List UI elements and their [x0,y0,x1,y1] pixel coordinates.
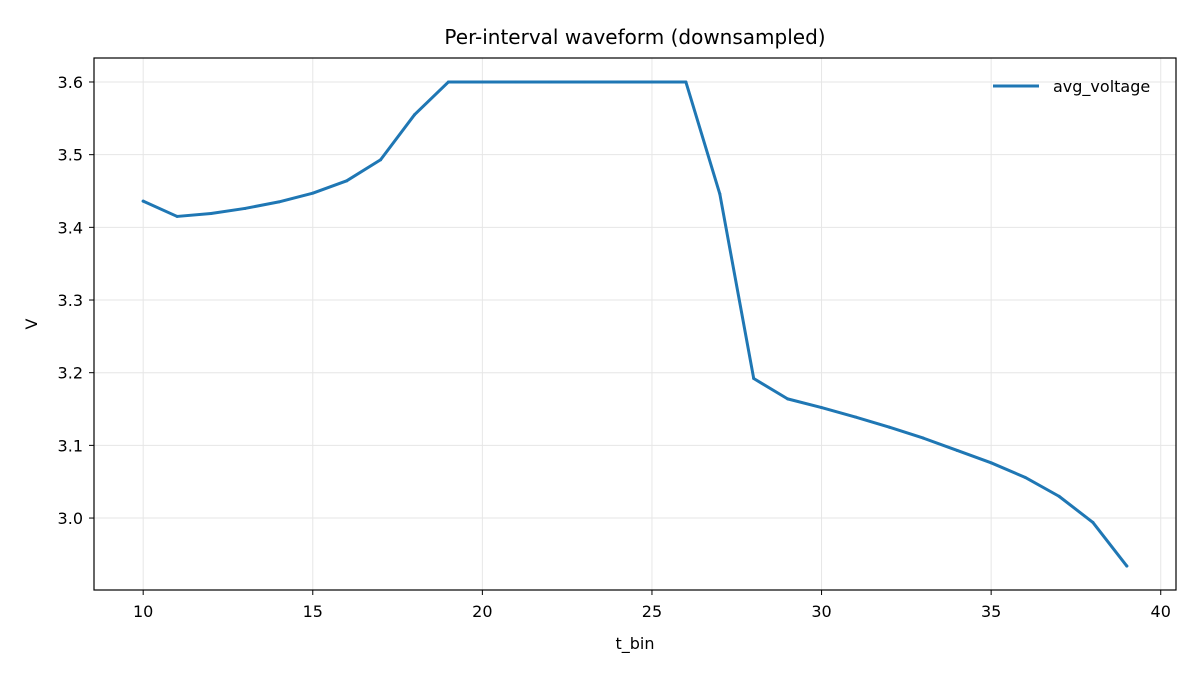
data-point [277,200,281,204]
data-point [413,113,417,117]
y-tick-label: 3.5 [58,146,83,165]
data-point [141,199,145,203]
legend: avg_voltage [993,77,1150,97]
data-point [921,436,925,440]
y-tick-label: 3.4 [58,218,83,237]
y-tick-label: 3.2 [58,364,83,383]
data-point [446,80,450,84]
x-tick-label: 25 [642,602,662,621]
x-axis: 10 15 20 25 30 35 40 [133,590,1171,621]
data-point [786,397,790,401]
data-point [820,406,824,410]
plot-series [141,80,1129,568]
data-point [345,179,349,183]
data-point [684,80,688,84]
data-point [582,80,586,84]
data-point [1091,520,1095,524]
x-axis-label: t_bin [615,634,654,654]
data-point [1057,494,1061,498]
y-tick-label: 3.1 [58,436,83,455]
y-tick-label: 3.6 [58,73,83,92]
x-tick-label: 40 [1151,602,1171,621]
data-point [311,191,315,195]
x-tick-label: 30 [811,602,831,621]
x-tick-label: 35 [981,602,1001,621]
chart-title: Per-interval waveform (downsampled) [444,25,825,49]
data-point [989,461,993,465]
x-tick-label: 10 [133,602,153,621]
y-tick-label: 3.3 [58,291,83,310]
y-axis-label: V [22,318,41,329]
data-point [650,80,654,84]
legend-label-avg-voltage: avg_voltage [1053,77,1150,97]
x-tick-label: 20 [472,602,492,621]
plot-frame [93,57,1177,591]
data-point [1125,564,1129,568]
data-point [752,377,756,381]
data-point [1023,475,1027,479]
data-point [243,206,247,210]
data-point [175,214,179,218]
data-point [887,425,891,429]
data-point [955,448,959,452]
data-point [514,80,518,84]
data-point [480,80,484,84]
y-tick-label: 3.0 [58,509,83,528]
data-point [616,80,620,84]
data-point [853,415,857,419]
data-point [379,158,383,162]
x-tick-label: 15 [303,602,323,621]
data-point [548,80,552,84]
series-line-avg-voltage [141,80,1129,568]
data-point [718,192,722,196]
data-point [209,212,213,216]
y-axis: 3.0 3.1 3.2 3.3 3.4 3.5 3.6 [58,73,94,528]
